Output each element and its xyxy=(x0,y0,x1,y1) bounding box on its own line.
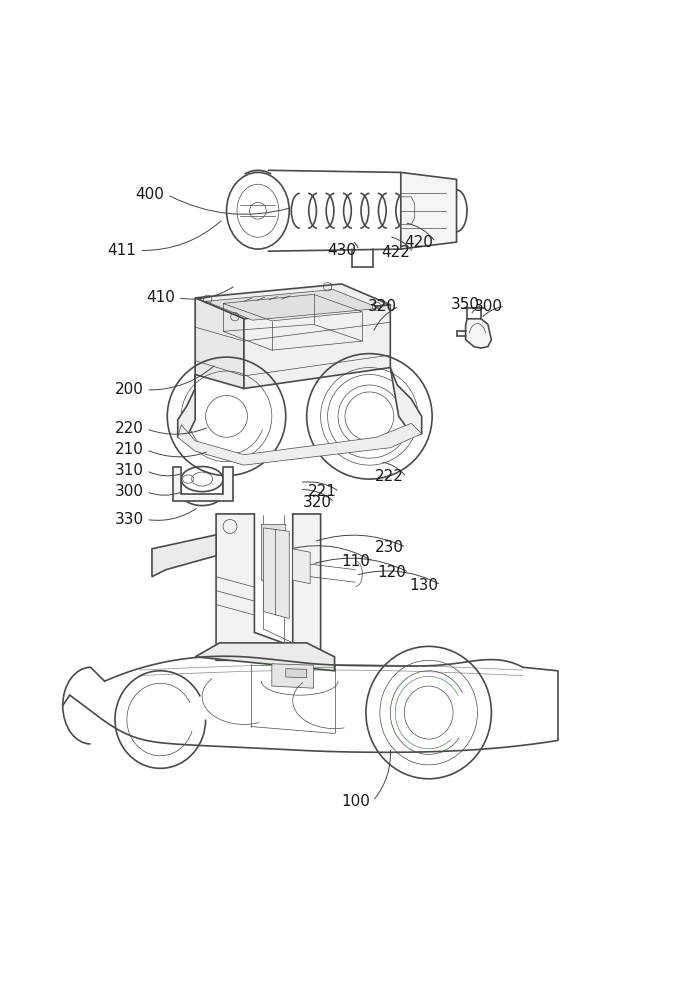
Text: 411: 411 xyxy=(107,243,137,258)
Text: 110: 110 xyxy=(341,554,370,569)
Polygon shape xyxy=(173,467,233,501)
Polygon shape xyxy=(286,669,307,678)
Text: 320: 320 xyxy=(302,495,332,510)
Text: 120: 120 xyxy=(377,565,406,580)
Polygon shape xyxy=(195,643,335,671)
Text: 230: 230 xyxy=(374,540,404,555)
Polygon shape xyxy=(244,305,390,388)
Text: 130: 130 xyxy=(409,578,438,593)
Polygon shape xyxy=(178,375,195,437)
Polygon shape xyxy=(272,664,314,688)
Text: 221: 221 xyxy=(307,484,337,499)
Text: 222: 222 xyxy=(374,469,404,484)
Text: 200: 200 xyxy=(114,382,144,397)
Text: 420: 420 xyxy=(404,235,433,250)
Text: 210: 210 xyxy=(114,442,144,457)
Polygon shape xyxy=(293,549,310,584)
Text: 350: 350 xyxy=(451,297,480,312)
Polygon shape xyxy=(401,172,457,249)
Text: 430: 430 xyxy=(327,243,356,258)
Polygon shape xyxy=(390,368,422,434)
Text: 410: 410 xyxy=(146,290,175,305)
Polygon shape xyxy=(261,524,286,591)
Text: 422: 422 xyxy=(381,245,411,260)
Text: 400: 400 xyxy=(135,187,164,202)
Polygon shape xyxy=(206,290,380,320)
Text: 220: 220 xyxy=(114,421,144,436)
Polygon shape xyxy=(216,514,321,660)
Text: 320: 320 xyxy=(367,299,397,314)
Text: 310: 310 xyxy=(114,463,144,478)
Text: 330: 330 xyxy=(114,512,144,527)
Polygon shape xyxy=(195,298,244,388)
Polygon shape xyxy=(466,319,491,348)
Polygon shape xyxy=(263,528,289,618)
Text: 300: 300 xyxy=(114,484,144,499)
Text: 100: 100 xyxy=(341,794,370,809)
Polygon shape xyxy=(195,284,390,319)
Text: 300: 300 xyxy=(473,299,503,314)
Polygon shape xyxy=(152,535,216,577)
Polygon shape xyxy=(178,423,422,465)
